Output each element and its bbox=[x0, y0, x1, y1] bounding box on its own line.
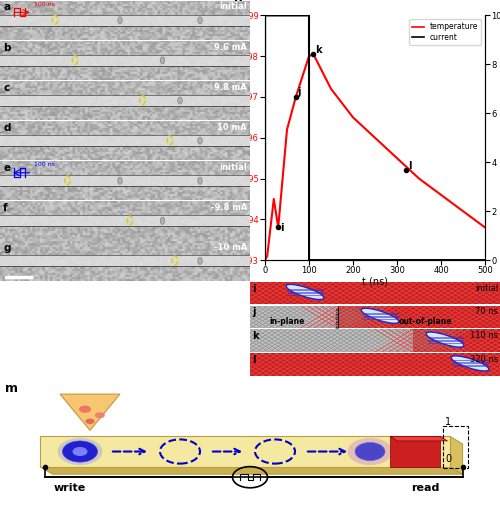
Polygon shape bbox=[40, 436, 450, 467]
Bar bbox=[0, 255, 250, 266]
Circle shape bbox=[95, 412, 105, 418]
Text: f: f bbox=[3, 203, 8, 213]
Bar bbox=[0, 15, 250, 26]
Circle shape bbox=[348, 438, 393, 465]
Circle shape bbox=[178, 97, 182, 104]
Text: d: d bbox=[3, 123, 10, 133]
Bar bbox=[0, 95, 250, 106]
Circle shape bbox=[160, 217, 165, 225]
Circle shape bbox=[62, 441, 98, 462]
Polygon shape bbox=[60, 394, 120, 431]
Circle shape bbox=[58, 438, 102, 465]
Text: initial: initial bbox=[475, 284, 498, 293]
Text: 1: 1 bbox=[445, 417, 451, 427]
Text: initial: initial bbox=[220, 3, 247, 11]
Bar bbox=[0, 215, 250, 226]
Text: -9.8 mA: -9.8 mA bbox=[210, 203, 247, 212]
Text: 110 ns: 110 ns bbox=[470, 331, 498, 340]
X-axis label: t (ns): t (ns) bbox=[362, 277, 388, 287]
Text: k: k bbox=[252, 331, 258, 341]
Text: i: i bbox=[280, 222, 283, 233]
Bar bbox=[0, 55, 250, 66]
Ellipse shape bbox=[286, 284, 324, 300]
Circle shape bbox=[160, 57, 165, 64]
Text: e: e bbox=[3, 163, 10, 173]
Circle shape bbox=[355, 442, 385, 460]
Text: b: b bbox=[3, 43, 10, 53]
Text: i: i bbox=[252, 284, 256, 294]
Text: l: l bbox=[408, 161, 412, 171]
Text: interface: interface bbox=[335, 306, 340, 328]
Circle shape bbox=[198, 177, 202, 184]
Text: 320 ns: 320 ns bbox=[470, 355, 498, 364]
Circle shape bbox=[198, 17, 202, 24]
Bar bbox=[0, 135, 250, 146]
Bar bbox=[250, 330, 412, 352]
Text: out-of-plane: out-of-plane bbox=[398, 317, 452, 327]
Polygon shape bbox=[390, 436, 448, 441]
Text: 100 ns: 100 ns bbox=[34, 162, 54, 167]
Polygon shape bbox=[450, 436, 462, 474]
Text: write: write bbox=[54, 483, 86, 493]
Text: j: j bbox=[298, 88, 301, 97]
Circle shape bbox=[72, 447, 88, 456]
Circle shape bbox=[118, 17, 122, 24]
Circle shape bbox=[198, 137, 202, 144]
Ellipse shape bbox=[426, 332, 464, 347]
Text: 0: 0 bbox=[445, 454, 451, 464]
Text: initial: initial bbox=[220, 163, 247, 172]
Legend: temperature, current: temperature, current bbox=[409, 19, 481, 45]
Text: read: read bbox=[411, 483, 439, 493]
FancyBboxPatch shape bbox=[390, 436, 440, 467]
Text: g: g bbox=[3, 243, 10, 253]
Text: k: k bbox=[316, 45, 322, 55]
Text: h: h bbox=[234, 0, 243, 6]
Text: 10 mA: 10 mA bbox=[218, 123, 247, 132]
Bar bbox=[412, 330, 500, 352]
Text: 70 ns: 70 ns bbox=[475, 307, 498, 316]
Y-axis label: T (K): T (K) bbox=[232, 126, 241, 149]
Text: a: a bbox=[3, 3, 10, 12]
Ellipse shape bbox=[361, 308, 399, 323]
Circle shape bbox=[86, 419, 94, 424]
Bar bbox=[250, 305, 338, 329]
Text: in-plane: in-plane bbox=[270, 317, 305, 327]
Circle shape bbox=[118, 177, 122, 184]
Polygon shape bbox=[40, 467, 463, 474]
Circle shape bbox=[79, 406, 91, 413]
Text: m: m bbox=[5, 382, 18, 395]
Circle shape bbox=[198, 258, 202, 264]
Ellipse shape bbox=[451, 356, 489, 371]
Text: -10 mA: -10 mA bbox=[214, 243, 247, 252]
Text: 9.8 mA: 9.8 mA bbox=[214, 83, 247, 92]
Text: 100 ns: 100 ns bbox=[34, 2, 54, 7]
Bar bbox=[0, 175, 250, 186]
Text: c: c bbox=[3, 83, 9, 93]
Text: 9.6 mA: 9.6 mA bbox=[214, 43, 247, 52]
Bar bbox=[338, 305, 500, 329]
Text: l: l bbox=[252, 355, 256, 365]
Text: j: j bbox=[252, 307, 256, 317]
